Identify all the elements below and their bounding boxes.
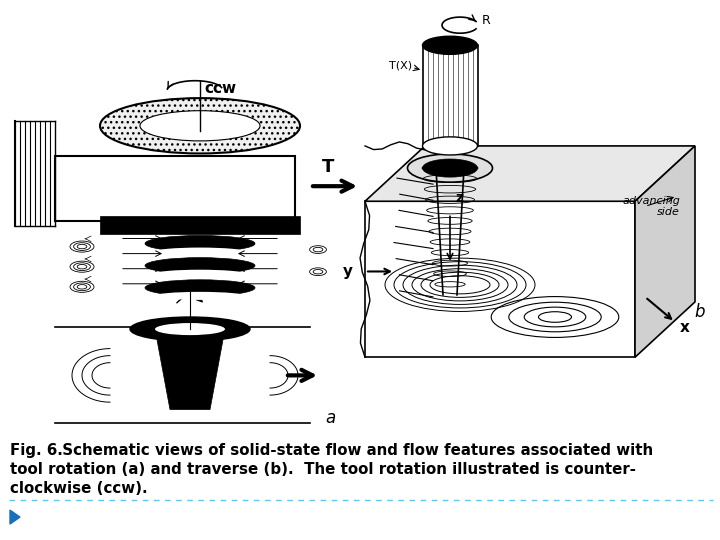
Polygon shape xyxy=(155,329,225,409)
Bar xyxy=(55,156,295,221)
Text: y: y xyxy=(343,264,353,279)
Ellipse shape xyxy=(423,137,477,155)
Ellipse shape xyxy=(145,235,255,252)
Ellipse shape xyxy=(145,280,255,296)
Text: ccw: ccw xyxy=(204,81,236,96)
Text: x: x xyxy=(680,320,690,335)
Text: Fig. 6.: Fig. 6. xyxy=(10,443,63,458)
Text: T(X): T(X) xyxy=(389,60,412,70)
Text: a: a xyxy=(325,409,335,427)
Text: z: z xyxy=(455,191,463,205)
Ellipse shape xyxy=(155,247,245,255)
Ellipse shape xyxy=(145,258,255,274)
Bar xyxy=(100,217,300,234)
Ellipse shape xyxy=(155,323,225,335)
Text: advancing
side: advancing side xyxy=(622,195,680,217)
Text: tool rotation (a) and traverse (b).  The tool rotation illustrated is counter-: tool rotation (a) and traverse (b). The … xyxy=(10,462,636,477)
Ellipse shape xyxy=(140,111,260,141)
Bar xyxy=(423,45,478,146)
Ellipse shape xyxy=(100,98,300,153)
Ellipse shape xyxy=(130,317,250,341)
Ellipse shape xyxy=(423,159,477,177)
Text: T: T xyxy=(322,158,334,176)
Text: b: b xyxy=(695,303,706,321)
Polygon shape xyxy=(365,146,695,201)
Ellipse shape xyxy=(155,269,245,278)
Bar xyxy=(155,221,245,292)
Bar xyxy=(365,201,635,357)
Polygon shape xyxy=(635,146,695,357)
Ellipse shape xyxy=(423,36,477,55)
Ellipse shape xyxy=(155,292,245,300)
Polygon shape xyxy=(10,510,20,524)
Text: clockwise (ccw).: clockwise (ccw). xyxy=(10,481,148,496)
Text: Schematic views of solid-state flow and flow features associated with: Schematic views of solid-state flow and … xyxy=(57,443,653,458)
Text: R: R xyxy=(482,14,491,26)
Ellipse shape xyxy=(408,154,492,182)
